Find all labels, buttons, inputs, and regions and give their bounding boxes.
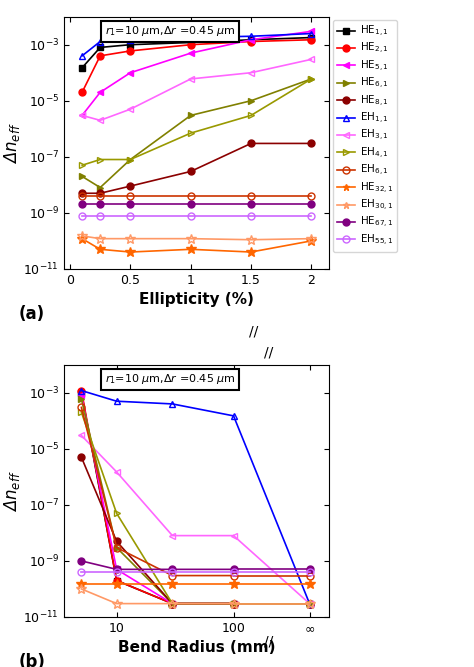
Text: //: // <box>264 346 273 360</box>
X-axis label: Ellipticity (%): Ellipticity (%) <box>139 292 254 307</box>
Text: $r_1$=10 $\mu$m,$\it{\Delta r}$ =0.45 $\mu$m: $r_1$=10 $\mu$m,$\it{\Delta r}$ =0.45 $\… <box>105 372 236 386</box>
Text: //: // <box>249 325 258 338</box>
Text: $r_1$=10 $\mu$m,$\it{\Delta r}$ =0.45 $\mu$m: $r_1$=10 $\mu$m,$\it{\Delta r}$ =0.45 $\… <box>105 24 236 38</box>
Y-axis label: Δ$n_{eff}$: Δ$n_{eff}$ <box>2 122 22 163</box>
Text: //: // <box>264 634 273 648</box>
Y-axis label: Δ$n_{eff}$: Δ$n_{eff}$ <box>2 470 22 512</box>
X-axis label: Bend Radius (mm): Bend Radius (mm) <box>118 640 275 656</box>
Legend: HE$_{1,1}$, HE$_{2,1}$, HE$_{5,1}$, HE$_{6,1}$, HE$_{8,1}$, EH$_{1,1}$, EH$_{3,1: HE$_{1,1}$, HE$_{2,1}$, HE$_{5,1}$, HE$_… <box>333 20 397 252</box>
Text: (a): (a) <box>19 305 45 323</box>
Text: (b): (b) <box>19 654 46 667</box>
